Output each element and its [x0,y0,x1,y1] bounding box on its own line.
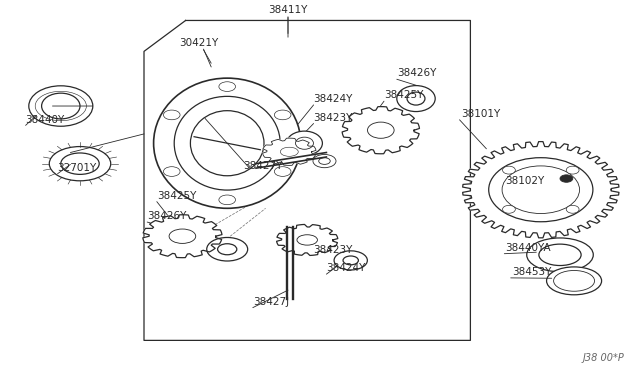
Ellipse shape [566,205,579,213]
Text: 38426Y: 38426Y [147,211,187,221]
Ellipse shape [163,110,180,120]
Ellipse shape [174,96,280,190]
Text: 38440Y: 38440Y [26,115,65,125]
Ellipse shape [334,251,367,270]
Ellipse shape [502,205,515,213]
Ellipse shape [163,167,180,176]
Text: 38427Y: 38427Y [243,161,283,171]
Ellipse shape [219,195,236,205]
Polygon shape [262,138,316,166]
Ellipse shape [566,166,579,174]
Text: J38 00*P: J38 00*P [582,353,624,363]
Text: 38425Y: 38425Y [157,191,196,201]
Text: 38425Y: 38425Y [384,90,424,100]
Text: 30421Y: 30421Y [179,38,218,48]
Text: 38424Y: 38424Y [314,94,353,104]
Ellipse shape [154,78,301,208]
Text: 38101Y: 38101Y [461,109,500,119]
Text: 38424Y: 38424Y [326,263,366,273]
Ellipse shape [489,158,593,222]
Text: 38423Y: 38423Y [314,245,353,255]
Text: 38427J: 38427J [253,297,289,307]
Text: 38102Y: 38102Y [506,176,545,186]
Ellipse shape [275,167,291,176]
Ellipse shape [502,166,515,174]
Text: 38411Y: 38411Y [268,5,308,15]
Text: 38440YA: 38440YA [506,243,551,253]
Ellipse shape [275,110,291,120]
Ellipse shape [527,238,593,272]
Ellipse shape [313,154,336,168]
Text: 38426Y: 38426Y [397,68,436,78]
Ellipse shape [219,82,236,92]
Polygon shape [276,224,338,256]
Text: 38453Y: 38453Y [512,267,552,277]
Ellipse shape [560,175,573,182]
Ellipse shape [207,237,248,261]
Ellipse shape [49,147,111,181]
Ellipse shape [29,86,93,126]
Text: 38423Y: 38423Y [314,113,353,123]
Polygon shape [143,215,222,258]
Ellipse shape [397,86,435,112]
Text: 32701Y: 32701Y [58,163,97,173]
Ellipse shape [287,131,323,155]
Polygon shape [342,107,419,154]
Ellipse shape [547,267,602,295]
Polygon shape [463,142,619,238]
